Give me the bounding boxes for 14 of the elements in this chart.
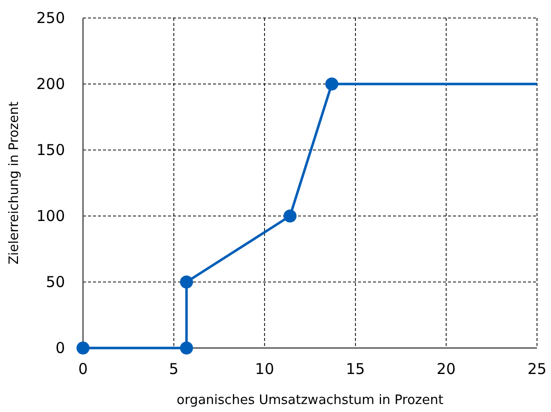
x-tick-label: 25 <box>527 360 547 378</box>
y-tick-label: 100 <box>36 207 65 225</box>
y-tick-label: 200 <box>36 75 65 93</box>
x-axis-title: organisches Umsatzwachstum in Prozent <box>176 393 444 408</box>
y-tick-label: 0 <box>55 339 65 357</box>
x-tick-label: 15 <box>346 360 365 378</box>
y-tick-label: 150 <box>36 141 65 159</box>
x-tick-label: 10 <box>255 360 274 378</box>
y-axis-title: Zielerreichung in Prozent <box>7 102 22 264</box>
y-tick-label: 250 <box>36 9 65 27</box>
x-tick-label: 5 <box>169 360 179 378</box>
x-tick-label: 20 <box>436 360 456 378</box>
x-tick-label: 0 <box>78 360 88 378</box>
y-tick-label: 50 <box>46 273 65 291</box>
